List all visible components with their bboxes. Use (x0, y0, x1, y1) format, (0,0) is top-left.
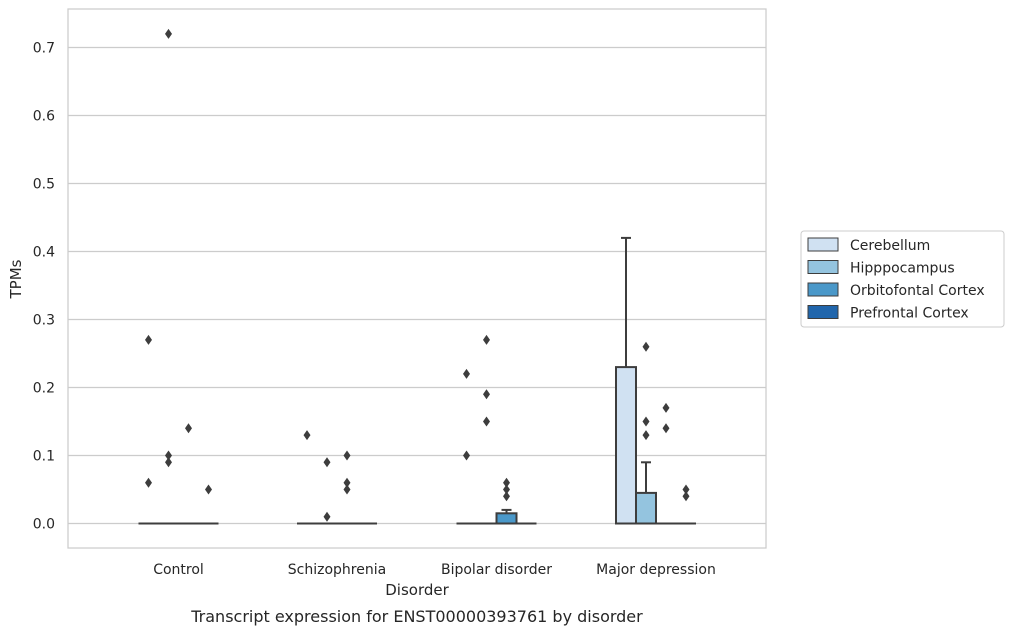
outlier-point (165, 28, 172, 39)
legend-frame (800, 230, 1005, 328)
plot-area-frame (67, 8, 767, 549)
outlier-point (642, 430, 650, 441)
outlier-point (463, 450, 470, 461)
legend-swatch (807, 282, 839, 297)
outlier-point (303, 430, 311, 441)
outlier-points (145, 28, 690, 522)
outlier-point (185, 423, 192, 434)
gridlines (68, 46, 766, 525)
legend: Cerebellum Hipppocampus Orbitofontal Corte… (800, 230, 1005, 328)
outlier-point (503, 484, 510, 495)
outlier-point (165, 457, 172, 468)
box-series (138, 236, 696, 525)
x-tick-label: Major depression (596, 562, 716, 578)
outlier-point (682, 484, 690, 495)
y-tick-label: 0.2 (33, 381, 55, 397)
outlier-point (145, 477, 152, 488)
outlier-point (343, 477, 351, 488)
legend-label: Cerebellum (850, 238, 930, 254)
x-tick-label: Bipolar disorder (441, 562, 552, 578)
y-axis-ticks: 0.0 0.1 0.2 0.3 0.4 0.5 0.6 0.7 (33, 41, 55, 533)
box (495, 512, 518, 525)
outlier-point (483, 334, 490, 345)
outlier-point (662, 402, 670, 413)
outlier-point (642, 416, 650, 427)
x-axis-ticks: Control Schizophrenia Bipolar disorder Majo… (153, 562, 716, 578)
legend-label: Prefrontal Cortex (850, 306, 969, 322)
outlier-point (343, 484, 351, 495)
outlier-point (323, 511, 331, 522)
x-axis-label: Disorder (385, 581, 449, 599)
legend-swatch (807, 305, 839, 319)
y-tick-label: 0.5 (33, 177, 55, 193)
chart-caption: Transcript expression for ENST0000039376… (190, 607, 643, 626)
legend-label: Hipppocampus (850, 261, 955, 277)
outlier-point (165, 450, 172, 461)
outlier-point (662, 423, 670, 434)
outlier-point (483, 389, 490, 400)
y-tick-label: 0.7 (33, 41, 55, 57)
outlier-point (682, 491, 690, 502)
outlier-point (503, 491, 510, 502)
outlier-point (205, 484, 212, 495)
legend-swatch (807, 237, 839, 252)
outlier-point (642, 341, 650, 352)
outlier-point (463, 368, 470, 379)
outlier-point (503, 477, 510, 488)
y-tick-label: 0.3 (33, 313, 55, 329)
y-tick-label: 0.6 (33, 109, 55, 125)
x-tick-label: Control (153, 562, 204, 578)
y-tick-label: 0.0 (33, 517, 55, 533)
outlier-point (343, 450, 351, 461)
x-tick-label: Schizophrenia (288, 562, 386, 578)
outlier-point (323, 457, 331, 468)
box (635, 491, 657, 525)
outlier-point (483, 416, 490, 427)
y-axis-label: TPMs (7, 259, 25, 299)
outlier-point (145, 334, 152, 345)
y-tick-label: 0.1 (33, 449, 55, 465)
legend-label: Orbitofontal Cortex (850, 283, 985, 299)
y-tick-label: 0.4 (33, 245, 55, 261)
box (615, 366, 637, 525)
legend-swatch (807, 260, 839, 274)
